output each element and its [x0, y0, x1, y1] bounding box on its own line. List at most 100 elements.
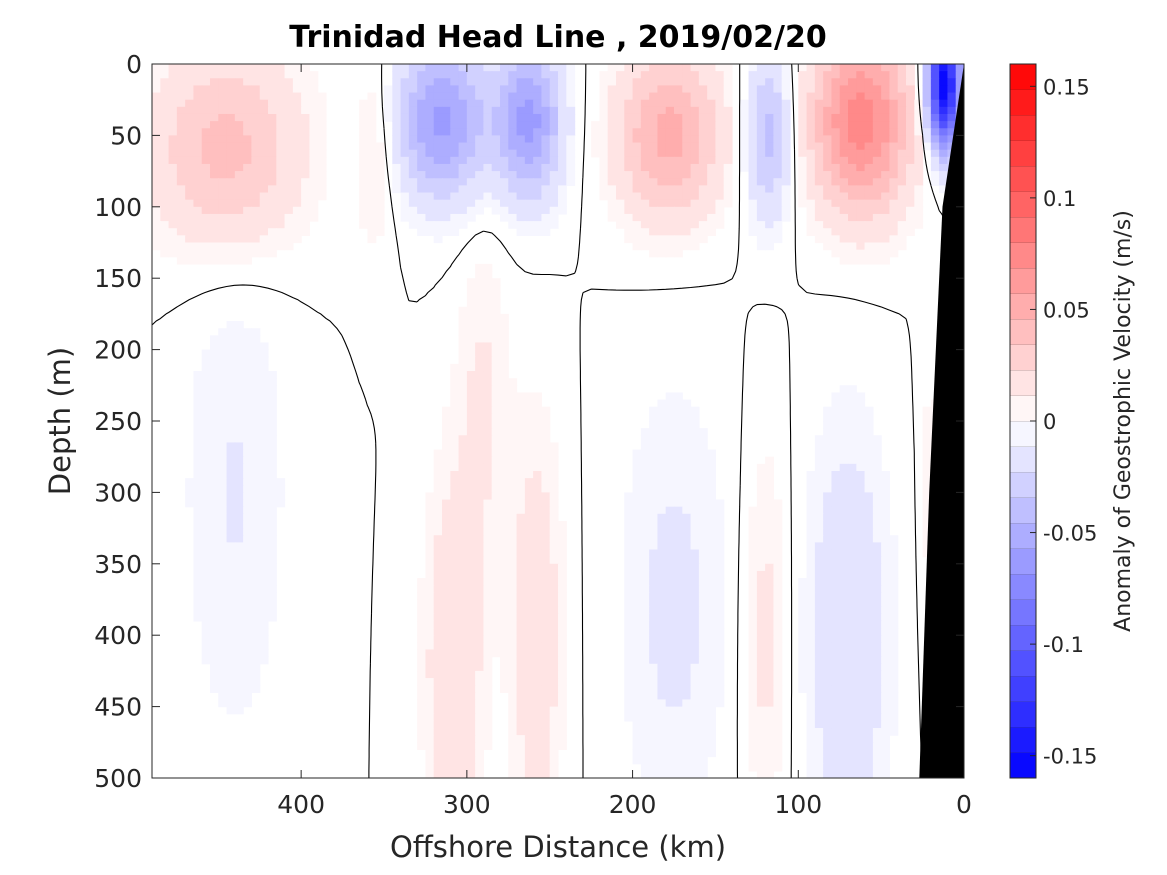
anomaly-cell [848, 235, 857, 244]
anomaly-cell [475, 85, 485, 94]
anomaly-cell [665, 499, 675, 508]
anomaly-cell [475, 763, 485, 772]
anomaly-cell [466, 349, 476, 358]
anomaly-cell [872, 585, 882, 593]
anomaly-cell [657, 720, 667, 729]
anomaly-cell [251, 520, 261, 529]
anomaly-cell [226, 692, 236, 701]
anomaly-cell [185, 485, 195, 493]
anomaly-cell [707, 492, 717, 501]
anomaly-cell [268, 478, 277, 486]
anomaly-cell [657, 578, 667, 586]
anomaly-cell [483, 178, 493, 186]
anomaly-cell [558, 663, 567, 672]
anomaly-cell [566, 99, 576, 108]
anomaly-cell [549, 649, 559, 658]
anomaly-cell [640, 456, 650, 465]
anomaly-cell [665, 206, 675, 215]
anomaly-cell [831, 685, 841, 693]
anomaly-cell [458, 756, 468, 765]
anomaly-cell [400, 64, 410, 72]
anomaly-cell [251, 606, 261, 615]
anomaly-cell [698, 592, 708, 601]
anomaly-cell [649, 449, 659, 458]
anomaly-cell [682, 485, 692, 493]
anomaly-cell [690, 613, 700, 622]
anomaly-cell [466, 385, 476, 394]
anomaly-cell [823, 663, 833, 672]
anomaly-cell [417, 599, 427, 608]
anomaly-cell [906, 213, 915, 222]
anomaly-cell [649, 678, 659, 686]
anomaly-cell [226, 520, 236, 529]
anomaly-cell [359, 113, 369, 122]
anomaly-cell [889, 156, 899, 165]
anomaly-cell [516, 64, 526, 72]
anomaly-cell [831, 485, 841, 493]
anomaly-cell [864, 142, 874, 151]
anomaly-cell [160, 199, 170, 208]
anomaly-cell [848, 763, 857, 772]
anomaly-cell [715, 506, 725, 515]
anomaly-cell [674, 513, 683, 522]
anomaly-cell [458, 185, 468, 194]
anomaly-cell [566, 156, 576, 165]
anomaly-cell [433, 99, 443, 108]
anomaly-cell [922, 85, 932, 94]
anomaly-cell [508, 128, 518, 136]
anomaly-cell [251, 492, 261, 501]
anomaly-cell [674, 699, 683, 708]
anomaly-cell [939, 106, 949, 115]
anomaly-cell [466, 756, 476, 765]
anomaly-cell [226, 542, 236, 551]
anomaly-cell [823, 85, 833, 94]
anomaly-cell [682, 135, 692, 144]
anomaly-cell [442, 728, 451, 736]
anomaly-cell [599, 192, 609, 201]
anomaly-cell [268, 506, 277, 515]
anomaly-cell [765, 178, 775, 186]
anomaly-cell [425, 113, 435, 122]
anomaly-cell [425, 628, 435, 636]
anomaly-cell [483, 535, 493, 543]
anomaly-cell [268, 171, 277, 179]
anomaly-cell [823, 470, 833, 479]
anomaly-cell [466, 470, 476, 479]
anomaly-cell [839, 121, 849, 129]
anomaly-cell [930, 106, 940, 115]
anomaly-cell [516, 99, 526, 108]
anomaly-cell [814, 678, 824, 686]
anomaly-cell [483, 678, 493, 686]
anomaly-cell [690, 649, 700, 658]
anomaly-cell [516, 121, 526, 129]
anomaly-cell [450, 535, 460, 543]
anomaly-cell [317, 185, 327, 194]
anomaly-cell [914, 128, 924, 136]
anomaly-cell [665, 656, 675, 665]
anomaly-cell [640, 71, 650, 79]
anomaly-cell [814, 578, 824, 586]
anomaly-cell [640, 535, 650, 543]
anomaly-cell [707, 71, 717, 79]
anomaly-cell [806, 171, 816, 179]
anomaly-cell [558, 606, 567, 615]
anomaly-cell [268, 371, 277, 379]
anomaly-cell [922, 506, 932, 515]
anomaly-cell [425, 149, 435, 158]
anomaly-cell [665, 506, 675, 515]
anomaly-cell [765, 749, 775, 758]
anomaly-cell [450, 71, 460, 79]
anomaly-cell [698, 235, 708, 244]
anomaly-cell [707, 649, 717, 658]
anomaly-cell [607, 213, 617, 222]
anomaly-cell [483, 528, 493, 536]
anomaly-cell [839, 549, 849, 558]
anomaly-cell [276, 192, 286, 201]
anomaly-cell [856, 428, 866, 436]
anomaly-cell [765, 242, 775, 251]
anomaly-cell [450, 185, 460, 194]
x-axis-label: Offshore Distance (km) [390, 830, 726, 864]
anomaly-cell [814, 528, 824, 536]
anomaly-cell [483, 185, 493, 194]
anomaly-cell [632, 642, 642, 651]
